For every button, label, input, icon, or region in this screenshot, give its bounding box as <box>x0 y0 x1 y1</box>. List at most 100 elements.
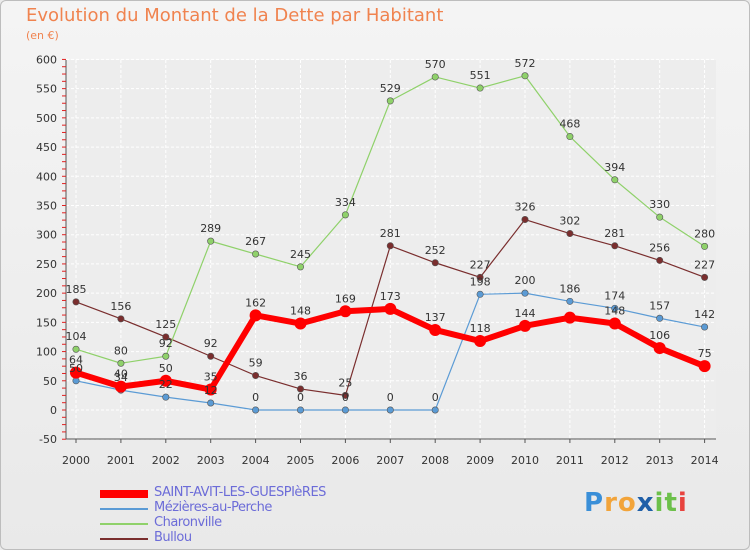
y-tick-label: 550 <box>36 83 57 96</box>
data-label: 92 <box>204 337 218 350</box>
data-point <box>521 216 529 224</box>
data-label: 142 <box>694 308 715 321</box>
logo-letter: x <box>636 488 655 518</box>
chart-title: Evolution du Montant de la Dette par Hab… <box>26 5 444 26</box>
data-label: 25 <box>338 376 352 389</box>
data-label: 529 <box>380 82 401 95</box>
logo-letter: t <box>664 488 678 518</box>
data-point <box>474 335 487 348</box>
data-point <box>162 352 170 360</box>
legend-label: Bullou <box>154 530 192 545</box>
data-point <box>431 259 439 267</box>
data-label: 572 <box>515 57 536 70</box>
data-point <box>294 317 307 330</box>
data-point <box>252 406 260 414</box>
data-point <box>296 263 304 271</box>
y-tick-label: 350 <box>36 199 57 212</box>
data-label: 252 <box>425 244 446 257</box>
y-tick-label: 200 <box>36 287 57 300</box>
data-label: 80 <box>114 344 128 357</box>
x-tick-label: 2007 <box>376 454 404 467</box>
data-label: 173 <box>380 290 401 303</box>
data-label: 22 <box>159 378 173 391</box>
legend-label: Charonville <box>154 515 222 530</box>
data-point <box>386 242 394 250</box>
data-point <box>70 366 82 379</box>
data-label: 289 <box>200 222 221 235</box>
data-label: 570 <box>425 58 446 71</box>
data-label: 34 <box>114 371 128 384</box>
data-label: 281 <box>380 227 401 240</box>
x-tick-label: 2013 <box>646 454 674 467</box>
data-label: 59 <box>249 357 263 370</box>
x-tick-label: 2010 <box>511 454 539 467</box>
chart-subtitle: (en €) <box>26 29 59 42</box>
data-point <box>698 360 711 373</box>
y-tick-label: 0 <box>50 404 57 417</box>
data-label: 50 <box>69 362 83 375</box>
data-label: 137 <box>425 311 446 324</box>
data-label: 302 <box>559 215 580 228</box>
data-label: 36 <box>294 370 308 383</box>
data-label: 0 <box>432 391 439 404</box>
data-point <box>656 256 664 264</box>
legend-swatch <box>100 523 148 525</box>
x-tick-label: 2004 <box>242 454 270 467</box>
data-point <box>252 372 260 380</box>
data-label: 157 <box>649 299 670 312</box>
data-point <box>476 290 484 298</box>
data-point <box>341 211 349 219</box>
data-point <box>384 302 397 315</box>
data-point <box>386 97 394 105</box>
logo-letter: r <box>604 488 618 518</box>
x-tick-label: 2005 <box>287 454 315 467</box>
data-label: 326 <box>515 201 536 214</box>
data-point <box>117 315 125 323</box>
data-label: 92 <box>159 337 173 350</box>
data-point <box>701 242 709 250</box>
legend-label: Mézières-au-Perche <box>154 500 272 515</box>
y-tick-label: 500 <box>36 112 57 125</box>
data-label: 0 <box>252 391 259 404</box>
data-point <box>429 323 442 336</box>
data-label: 40 <box>114 368 128 381</box>
data-point <box>296 406 304 414</box>
data-point <box>656 213 664 221</box>
proxiti-logo: Proxiti <box>584 488 688 518</box>
data-point <box>386 406 394 414</box>
data-point <box>249 309 262 322</box>
x-tick-label: 2006 <box>331 454 359 467</box>
data-label: 186 <box>559 282 580 295</box>
legend-swatch <box>100 490 148 498</box>
data-label: 334 <box>335 196 356 209</box>
data-point <box>476 84 484 92</box>
data-point <box>72 298 80 306</box>
y-tick-label: 300 <box>36 229 57 242</box>
data-point <box>339 305 352 318</box>
data-point <box>72 345 80 353</box>
data-point <box>341 391 349 399</box>
data-point <box>563 311 576 324</box>
data-point <box>521 289 529 297</box>
data-label: 169 <box>335 292 356 305</box>
data-point <box>252 250 260 258</box>
data-point <box>701 323 709 331</box>
data-point <box>207 352 215 360</box>
data-point <box>566 230 574 238</box>
data-point <box>117 359 125 367</box>
data-point <box>566 133 574 141</box>
x-tick-label: 2008 <box>421 454 449 467</box>
data-label: 162 <box>245 296 266 309</box>
data-point <box>476 273 484 281</box>
data-point <box>656 314 664 322</box>
legend-swatch <box>100 508 148 510</box>
data-label: 156 <box>110 300 131 313</box>
logo-letter: P <box>584 488 605 518</box>
data-point <box>431 73 439 81</box>
y-tick-label: 100 <box>36 346 57 359</box>
data-label: 200 <box>515 274 536 287</box>
plot-area <box>66 60 716 439</box>
data-label: 394 <box>604 161 625 174</box>
data-label: 185 <box>66 283 87 296</box>
